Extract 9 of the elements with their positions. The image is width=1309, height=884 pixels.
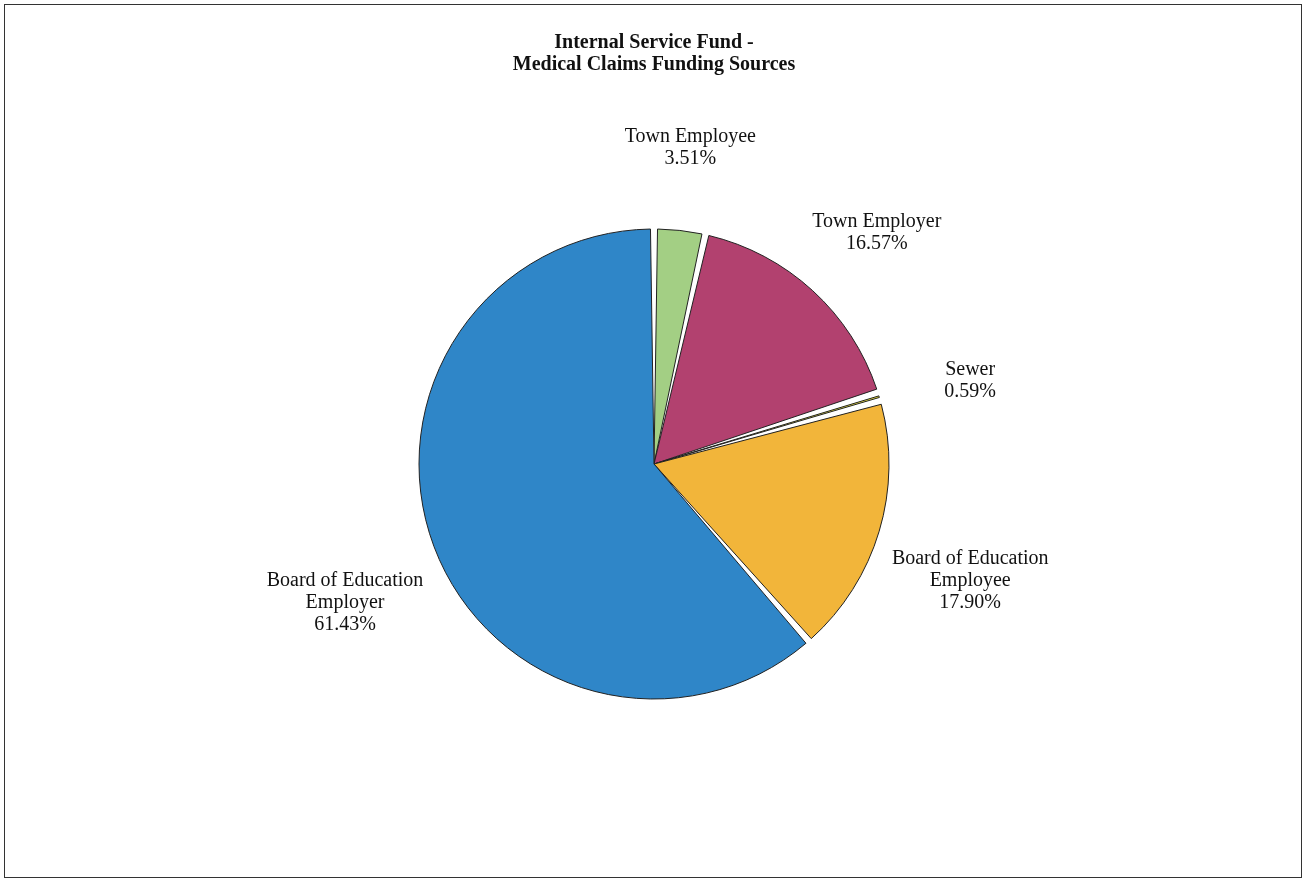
slice-label: Sewer	[945, 357, 996, 380]
slice-label: Board of Education Employee	[891, 546, 1049, 592]
data-label: 0.59%	[944, 379, 996, 402]
slice-label: Board of Education Employer	[266, 567, 424, 613]
slice-label: Town Employer	[812, 208, 942, 232]
data-label: 3.51%	[664, 146, 717, 168]
data-label: 17.90%	[939, 590, 1002, 613]
chart-title: Internal Service Fund - Medical Claims Funding Sources	[512, 30, 796, 75]
slice-label: Town Employee	[624, 124, 757, 147]
